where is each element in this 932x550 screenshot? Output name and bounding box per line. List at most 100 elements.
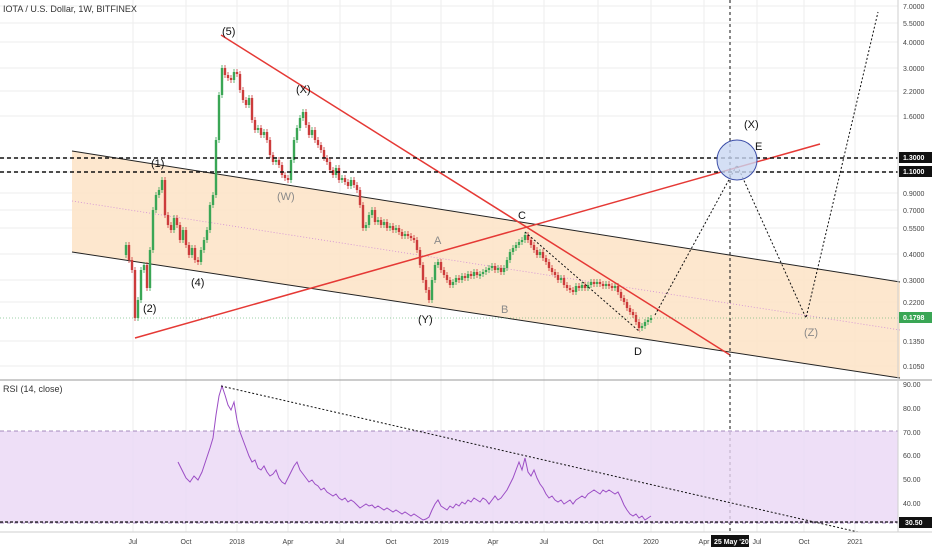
candle-body: [349, 180, 353, 186]
candle-body: [205, 230, 209, 240]
candle-body: [184, 230, 188, 245]
wave-label-z: (Z): [804, 327, 818, 339]
wave-label-w: (W): [277, 191, 295, 203]
candle-body: [226, 75, 230, 78]
time-tick-label: Oct: [181, 539, 192, 546]
candle-body: [247, 98, 251, 105]
candle-body: [139, 270, 143, 300]
candle-body: [637, 322, 641, 328]
candle-body: [475, 272, 479, 275]
candle-body: [397, 228, 401, 232]
candle-body: [289, 160, 293, 180]
channel-lower-line: [71, 251, 901, 379]
candle-body: [220, 68, 224, 95]
candle-body: [304, 112, 308, 125]
rsi-tick-label: 50.00: [903, 477, 921, 484]
candle-body: [643, 322, 647, 326]
candle-body: [487, 268, 491, 270]
trendline-rising: [134, 143, 821, 339]
candle-body: [586, 285, 590, 288]
candle-body: [145, 265, 149, 288]
time-tick-label: Apr: [283, 539, 295, 546]
candle-body: [316, 140, 320, 145]
candle-body: [589, 282, 593, 285]
candle-body: [391, 226, 395, 230]
candle-body: [235, 72, 239, 74]
candle-body: [307, 125, 311, 135]
candle-body: [511, 248, 515, 252]
candle-body: [313, 130, 317, 140]
candle-body: [130, 260, 134, 270]
candle-body: [151, 210, 155, 250]
candle-body: [619, 292, 623, 298]
time-tick-label: Jul: [753, 539, 762, 546]
price-tick-label: 0.9000: [903, 191, 925, 198]
candle-body: [175, 218, 179, 225]
candle-body: [568, 288, 572, 290]
candle-body: [583, 285, 587, 288]
rsi-axis: 90.00 80.00 70.00 60.00 50.00 40.00: [903, 382, 921, 508]
time-tick-label: 2018: [229, 539, 245, 546]
wave-label-d: D: [634, 346, 642, 358]
wave-label-y: (Y): [418, 314, 433, 326]
candle-body: [649, 318, 653, 320]
candle-body: [628, 308, 632, 312]
candle-body: [358, 190, 362, 205]
candle-body: [574, 286, 578, 292]
candle-body: [547, 262, 551, 268]
candle-body: [610, 286, 614, 288]
candle-body: [232, 72, 236, 80]
candle-body: [196, 260, 200, 262]
candle-body: [556, 275, 560, 280]
rsi-title: RSI (14, close): [3, 384, 63, 394]
candle-body: [124, 245, 128, 255]
candle-body: [613, 286, 617, 288]
price-tick-label: 0.3000: [903, 278, 925, 285]
time-axis: Jul Oct 2018 Apr Jul Oct 2019 Apr Jul Oct 2020 Apr J…: [129, 539, 863, 546]
rsi-value-tag: [899, 517, 932, 528]
candle-body: [451, 282, 455, 285]
candle-body: [379, 220, 383, 225]
candle-body: [241, 90, 245, 100]
candle-body: [148, 250, 152, 288]
candle-body: [445, 275, 449, 280]
candle-body: [373, 210, 377, 222]
candle-body: [322, 150, 326, 158]
candle-body: [598, 282, 602, 284]
candle-body: [367, 215, 371, 225]
time-tick-label: Jul: [129, 539, 138, 546]
candle-body: [544, 258, 548, 262]
wave-label-a: A: [434, 235, 442, 247]
candle-body: [559, 278, 563, 280]
price-tick-label: 0.2200: [903, 300, 925, 307]
wave-label-4: (4): [191, 277, 204, 289]
time-tick-label: 2019: [433, 539, 449, 546]
time-tick-label: 2020: [643, 539, 659, 546]
candle-body: [430, 280, 434, 300]
candle-body: [496, 268, 500, 270]
wave-label-b: B: [501, 304, 508, 316]
rsi-tick-label: 80.00: [903, 406, 921, 413]
candle-body: [631, 312, 635, 315]
candle-body: [634, 315, 638, 322]
rsi-band: [0, 431, 898, 523]
candle-body: [529, 240, 533, 245]
candle-body: [532, 245, 536, 250]
candle-body: [343, 178, 347, 182]
target-circle: [716, 139, 758, 181]
candle-body: [439, 262, 443, 270]
candle-body: [595, 282, 599, 284]
price-tick-label: 0.4000: [903, 252, 925, 259]
wave-label-e: E: [755, 141, 762, 153]
wave-label-c: C: [518, 210, 526, 222]
candle-body: [244, 100, 248, 105]
candle-body: [526, 235, 530, 240]
time-tick-label: Oct: [386, 539, 397, 546]
wave-label-2: (2): [143, 303, 156, 315]
price-tick-label: 4.0000: [903, 40, 925, 47]
price-tick-label: 0.5500: [903, 226, 925, 233]
candle-body: [274, 160, 278, 162]
candle-body: [298, 118, 302, 128]
rsi-trendline-dotted: [220, 385, 859, 533]
